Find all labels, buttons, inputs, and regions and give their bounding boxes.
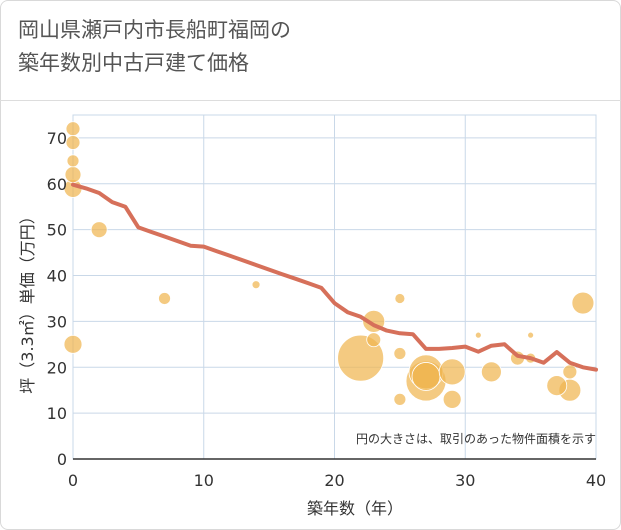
- title-divider: [0, 100, 621, 101]
- data-bubble: [394, 293, 406, 304]
- data-bubble: [366, 332, 382, 348]
- title-line-1: 岡山県瀬戸内市長船町福岡の: [18, 18, 291, 42]
- x-tick-label: 40: [586, 471, 606, 490]
- data-bubble: [63, 334, 83, 354]
- y-tick-label: 0: [57, 450, 67, 469]
- data-bubble: [393, 347, 407, 360]
- title-line-2: 築年数別中古戸建て価格: [18, 51, 249, 75]
- y-tick-label: 40: [47, 267, 67, 286]
- bubble-layer: [63, 121, 595, 409]
- trend-layer: [71, 182, 598, 372]
- data-bubble: [546, 375, 568, 397]
- data-bubble: [474, 331, 482, 339]
- data-bubble: [65, 121, 81, 137]
- data-bubble: [442, 389, 462, 409]
- data-bubble: [438, 358, 466, 386]
- x-tick-label: 0: [68, 471, 78, 490]
- y-tick-label: 30: [47, 312, 67, 331]
- data-bubble: [90, 221, 108, 239]
- data-bubble: [393, 392, 407, 406]
- y-tick-label: 10: [47, 404, 67, 423]
- grid-layer: [72, 114, 597, 460]
- data-bubble: [527, 331, 535, 339]
- data-bubble: [65, 135, 81, 150]
- data-bubble: [251, 280, 261, 290]
- y-tick-label: 60: [47, 175, 67, 194]
- chart-title: 岡山県瀬戸内市長船町福岡の 築年数別中古戸建て価格: [18, 14, 291, 80]
- x-axis-title: 築年数（年）: [307, 499, 403, 518]
- y-tick-label: 50: [47, 221, 67, 240]
- x-tick-label: 20: [324, 471, 344, 490]
- data-bubble: [66, 154, 80, 168]
- data-bubble: [480, 361, 502, 383]
- data-bubble: [562, 364, 578, 380]
- y-tick-label: 20: [47, 358, 67, 377]
- data-bubble: [158, 292, 171, 305]
- data-bubble: [411, 362, 441, 391]
- size-note: 円の大きさは、取引のあった物件面積を示す: [356, 431, 596, 446]
- x-tick-label: 10: [194, 471, 214, 490]
- average-price-line: [71, 182, 598, 372]
- y-axis-title: 坪（3.3㎡）単価（万円）: [18, 208, 37, 393]
- tick-layer: 0 10 20 30 40 50 60 70 0 10 20 30 40: [47, 129, 607, 490]
- data-bubble: [571, 291, 595, 315]
- data-bubble: [64, 166, 82, 184]
- x-tick-label: 30: [455, 471, 475, 490]
- y-tick-label: 70: [47, 129, 67, 148]
